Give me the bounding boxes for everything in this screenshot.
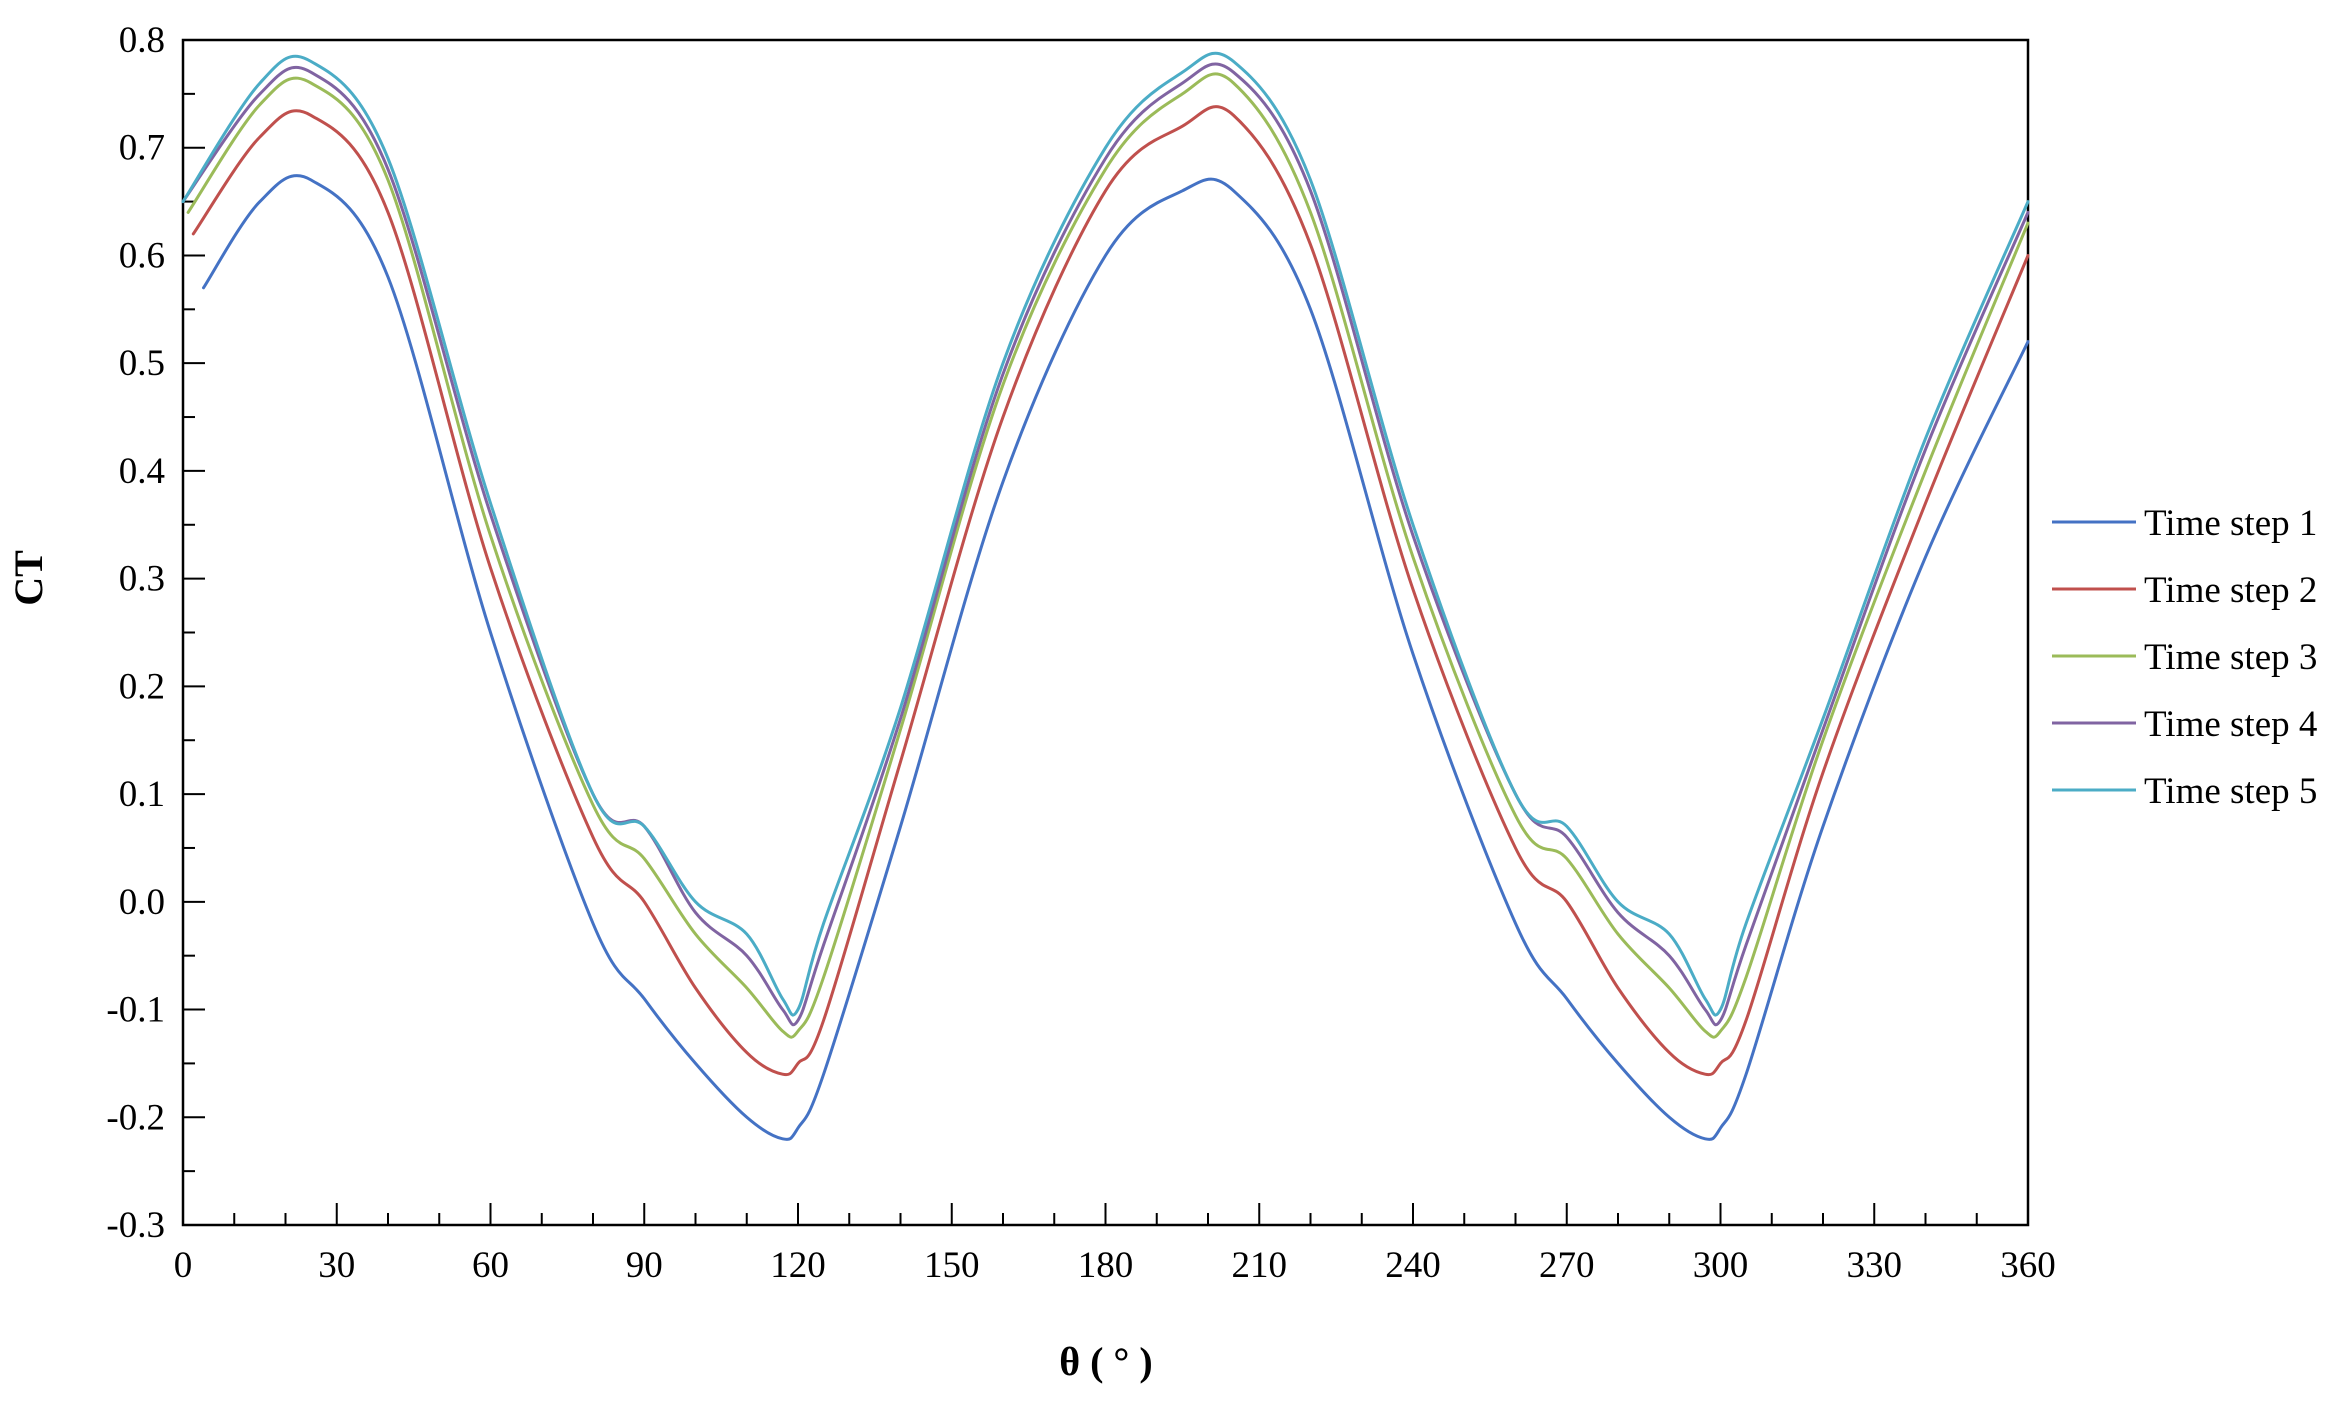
series-line-1	[202, 174, 2030, 1141]
y-tick-label: 0.2	[119, 666, 165, 707]
x-tick-label: 270	[1539, 1245, 1595, 1286]
y-tick-label: 0.7	[119, 128, 165, 169]
y-tick-label: -0.1	[106, 990, 165, 1031]
y-tick-label: 0.4	[119, 451, 165, 492]
y-tick-label: 0.8	[119, 20, 165, 61]
y-axis-ticks: -0.3 -0.2 -0.1 0.0 0.1 0.2 0.3 0.4 0.5 0.6 0.7 0.8	[106, 20, 205, 1246]
series-line-4	[181, 62, 2030, 1027]
series-line-2	[191, 105, 2030, 1077]
x-tick-label: 180	[1078, 1245, 1134, 1286]
y-tick-label: -0.2	[106, 1097, 165, 1138]
x-tick-label: 330	[1847, 1245, 1903, 1286]
x-tick-label: 120	[770, 1245, 826, 1286]
x-tick-label: 0	[174, 1245, 193, 1286]
y-axis-title: CT	[6, 550, 51, 606]
x-tick-label: 150	[924, 1245, 980, 1286]
x-tick-label: 360	[2000, 1245, 2056, 1286]
x-tick-label: 210	[1232, 1245, 1288, 1286]
legend: Time step 1 Time step 2 Time step 3 Time st…	[2052, 503, 2317, 812]
series-line-5	[181, 51, 2030, 1017]
y-tick-label: 0.6	[119, 235, 165, 276]
x-tick-label: 300	[1693, 1245, 1749, 1286]
legend-label-4: Time step 4	[2144, 704, 2317, 745]
y-tick-label: -0.3	[106, 1205, 165, 1246]
y-tick-label: 0.3	[119, 559, 165, 600]
x-axis-ticks: 0 30 60 90 120 150 180 210 240 270 300 330 360	[174, 1203, 2056, 1286]
series-lines	[181, 51, 2030, 1141]
y-tick-label: 0.0	[119, 882, 165, 923]
x-tick-label: 90	[626, 1245, 663, 1286]
legend-label-1: Time step 1	[2144, 503, 2317, 544]
legend-label-2: Time step 2	[2144, 570, 2317, 611]
x-axis-title: θ ( ° )	[1059, 1339, 1153, 1384]
x-tick-label: 30	[318, 1245, 355, 1286]
plot-area	[181, 38, 2030, 1227]
legend-label-5: Time step 5	[2144, 771, 2317, 812]
legend-label-3: Time step 3	[2144, 637, 2317, 678]
x-tick-label: 60	[472, 1245, 509, 1286]
x-tick-label: 240	[1385, 1245, 1441, 1286]
y-tick-label: 0.5	[119, 343, 165, 384]
series-line-3	[186, 72, 2030, 1039]
y-tick-label: 0.1	[119, 774, 165, 815]
